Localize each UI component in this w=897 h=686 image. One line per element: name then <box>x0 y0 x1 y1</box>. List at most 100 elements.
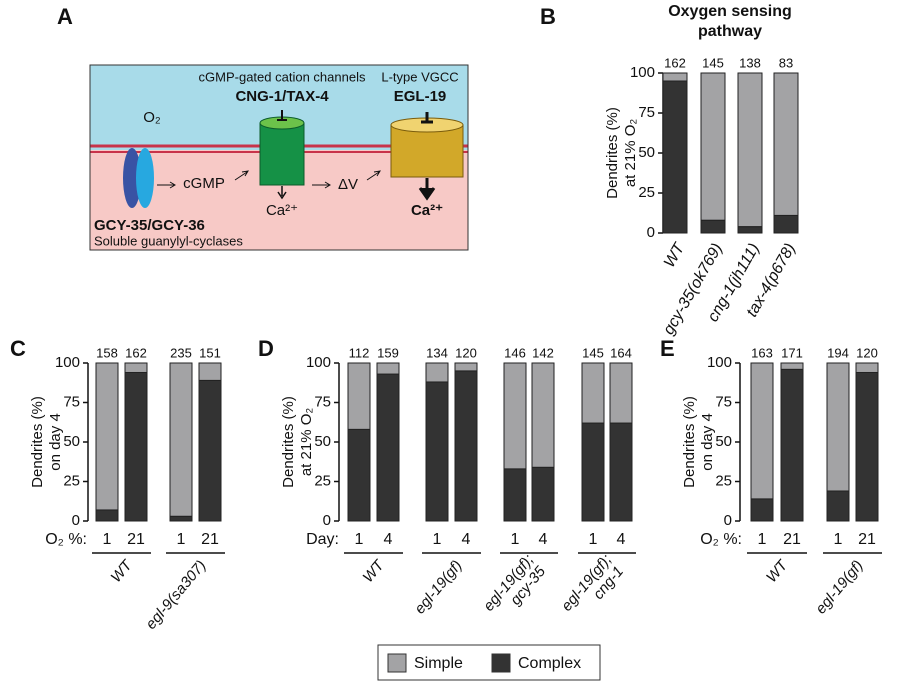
bar-segment <box>124 362 148 373</box>
y-tick-label: 0 <box>72 512 80 529</box>
y-tick-label: 25 <box>715 472 732 489</box>
bar-segment <box>700 219 726 234</box>
n-label: 145 <box>582 345 604 360</box>
n-label: 163 <box>751 345 773 360</box>
y-tick-label: 100 <box>707 354 732 371</box>
y-tick-label: 75 <box>314 393 331 410</box>
category-axis-label: O₂ %: <box>700 531 742 548</box>
group-label: egl-19(gf) <box>812 557 866 617</box>
y-axis-label: Dendrites (%) <box>29 396 46 488</box>
diagram-text: CNG-1/TAX-4 <box>235 88 329 105</box>
bar-segment <box>503 362 527 470</box>
bar-segment <box>826 362 850 492</box>
diagram-text: ΔV <box>338 176 358 193</box>
y-tick-label: 50 <box>314 433 331 450</box>
panel-letter: E <box>660 336 675 361</box>
y-axis-label: on day 4 <box>47 413 64 471</box>
bar-segment <box>124 371 148 522</box>
bar-segment <box>454 362 478 372</box>
n-label: 158 <box>96 345 118 360</box>
bar-segment <box>750 498 774 522</box>
n-label: 134 <box>426 345 448 360</box>
y-tick-label: 25 <box>314 472 331 489</box>
arrow <box>234 170 249 181</box>
bar-segment <box>700 72 726 221</box>
diagram-text: O₂ <box>143 109 161 126</box>
y-tick-label: 25 <box>63 472 80 489</box>
bar-segment <box>780 362 804 370</box>
x-tick-label: WT <box>661 240 689 271</box>
x-tick-label: 21 <box>127 531 145 548</box>
legend-label: Simple <box>414 655 463 672</box>
arrow <box>277 186 287 200</box>
x-tick-label: 1 <box>103 531 112 548</box>
y-tick-label: 0 <box>724 512 732 529</box>
diagram-text: L-type VGCC <box>381 69 458 84</box>
x-tick-label: 4 <box>539 531 548 548</box>
chart-title: pathway <box>698 23 762 40</box>
n-label: 146 <box>504 345 526 360</box>
x-tick-label: 1 <box>511 531 520 548</box>
x-tick-label: 4 <box>462 531 471 548</box>
bar-segment <box>347 362 371 430</box>
arrow <box>157 181 176 189</box>
x-tick-label: 1 <box>589 531 598 548</box>
bar-segment <box>581 422 605 522</box>
diagram-text: Soluble guanylyl-cyclases <box>94 233 243 248</box>
n-label: 162 <box>125 345 147 360</box>
legend-label: Complex <box>518 655 581 672</box>
x-tick-label: 1 <box>177 531 186 548</box>
diagram-text: EGL-19 <box>394 88 447 105</box>
bar-segment <box>750 362 774 500</box>
category-axis-label: Day: <box>306 531 339 548</box>
bar-segment <box>376 373 400 522</box>
diagram-text: Ca²⁺ <box>411 202 443 219</box>
cng-channel <box>259 122 305 186</box>
n-label: 171 <box>781 345 803 360</box>
diagram-frame <box>89 64 469 251</box>
y-axis-label: Dendrites (%) <box>604 107 621 199</box>
diagram-text: GCY-35/GCY-36 <box>94 217 205 234</box>
bar-segment <box>855 362 879 373</box>
bar-segment <box>169 515 193 522</box>
x-tick-label: 21 <box>783 531 801 548</box>
bar-segment <box>95 362 119 511</box>
bar-segment <box>376 362 400 375</box>
diagram-text: Ca²⁺ <box>266 202 298 219</box>
legend-swatch <box>491 653 511 673</box>
bar-segment <box>773 72 799 216</box>
n-label: 145 <box>702 55 724 70</box>
gcy-36 <box>136 148 154 208</box>
x-tick-label: 4 <box>384 531 393 548</box>
y-axis-label: at 21% O₂ <box>298 408 315 477</box>
bar-segment <box>347 428 371 522</box>
n-label: 138 <box>739 55 761 70</box>
n-label: 164 <box>610 345 632 360</box>
panel-letter: D <box>258 336 274 361</box>
bar-segment <box>95 509 119 522</box>
chart-title: Oxygen sensing <box>668 3 792 20</box>
y-tick-label: 75 <box>638 104 655 121</box>
arrow <box>366 170 381 181</box>
y-tick-label: 75 <box>63 393 80 410</box>
legend-frame <box>377 644 601 681</box>
bar-segment <box>780 368 804 522</box>
y-tick-label: 0 <box>647 224 655 241</box>
x-tick-label: 21 <box>858 531 876 548</box>
n-label: 151 <box>199 345 221 360</box>
n-label: 83 <box>779 55 793 70</box>
group-label: WT <box>108 556 137 586</box>
x-tick-label: 1 <box>355 531 364 548</box>
n-label: 235 <box>170 345 192 360</box>
panel-letter: B <box>540 4 556 29</box>
bar-segment <box>198 362 222 381</box>
y-axis-label: Dendrites (%) <box>280 396 297 488</box>
bar-segment <box>609 422 633 522</box>
x-tick-label: 4 <box>617 531 626 548</box>
y-tick-label: 100 <box>630 64 655 81</box>
y-tick-label: 0 <box>323 512 331 529</box>
n-label: 194 <box>827 345 849 360</box>
x-tick-label: 1 <box>834 531 843 548</box>
